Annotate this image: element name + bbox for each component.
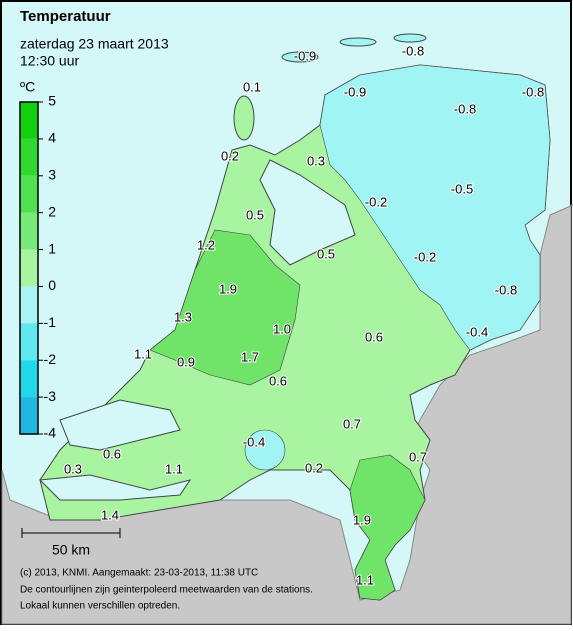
station-value: 0.6 [365,329,383,344]
footer-line: De contourlijnen zijn geinterpoleerd mee… [20,585,313,596]
station-value: 0.1 [243,79,261,94]
estuary [38,474,192,501]
legend-band [20,175,38,213]
station-value: 1.1 [165,461,183,476]
cold-spot [244,429,286,471]
station-value: -0.8 [402,43,424,58]
station-value: 0.9 [177,354,195,369]
legend-tick-label: -3 [44,388,57,404]
legend-band [20,360,38,398]
station-value: 0.6 [269,373,287,388]
station-value: 1.9 [219,281,237,296]
legend-tick-label: 2 [48,203,56,219]
station-value: 0.2 [221,148,239,163]
station-value: -0.9 [294,48,316,63]
station-value: 1.9 [353,512,371,527]
station-value: 1.4 [101,507,119,522]
station-value: 0.5 [246,207,264,222]
station-value: 1.1 [134,346,152,361]
legend-band [20,323,38,361]
legend-tick-label: -4 [44,425,57,441]
neighbour-land [1,204,573,625]
legend-tick-label: -2 [44,351,57,367]
station-value: 1.1 [356,572,374,587]
island [281,51,319,63]
legend-tick-label: 5 [48,93,56,109]
subtitle: zaterdag 23 maart 2013 [20,36,169,52]
warm-region [149,229,301,386]
station-value: 0.3 [307,153,325,168]
estuary [59,399,181,451]
station-value: -0.9 [344,84,366,99]
station-value: -0.8 [495,282,517,297]
legend-band [20,249,38,287]
station-value: 1.2 [197,237,215,252]
station-value: -0.8 [454,101,476,116]
cold-region [319,64,551,351]
island [393,33,427,43]
station-value: 1.3 [174,309,192,324]
legend-band [20,102,38,139]
legend-band [20,397,38,434]
station-value: 0.3 [64,461,82,476]
scale-label: 50 km [52,542,90,558]
station-value: 0.6 [103,446,121,461]
legend-unit: ºC [20,79,35,95]
legend-tick-label: 1 [48,240,56,256]
legend-band [20,212,38,250]
station-value: -0.4 [466,324,488,339]
station-value: 0.7 [409,449,427,464]
station-value: -0.2 [414,249,436,264]
station-value: -0.2 [365,194,387,209]
station-value: 1.0 [273,321,291,336]
island [339,37,377,47]
station-value: 1.7 [241,349,259,364]
warm-region [349,454,426,601]
footer-line: Lokaal kunnen verschillen optreden. [20,601,180,612]
island [233,95,255,141]
station-value: 0.2 [305,460,323,475]
legend-band [20,286,38,324]
legend-tick-label: 3 [48,166,56,182]
time: 12:30 uur [20,53,79,69]
legend-tick-label: 0 [48,277,56,293]
station-value: -0.4 [243,434,265,449]
station-value: -0.5 [451,181,473,196]
title: Temperatuur [20,8,111,25]
station-value: 0.7 [343,416,361,431]
lake [259,159,356,266]
station-value: 0.5 [317,246,335,261]
legend-tick-label: 4 [48,130,56,146]
legend-frame [19,101,39,435]
legend-tick-label: -1 [44,314,57,330]
legend-band [20,138,38,176]
station-value: -0.8 [522,84,544,99]
footer-line: (c) 2013, KNMI. Aangemaakt: 23-03-2013, … [20,568,258,579]
